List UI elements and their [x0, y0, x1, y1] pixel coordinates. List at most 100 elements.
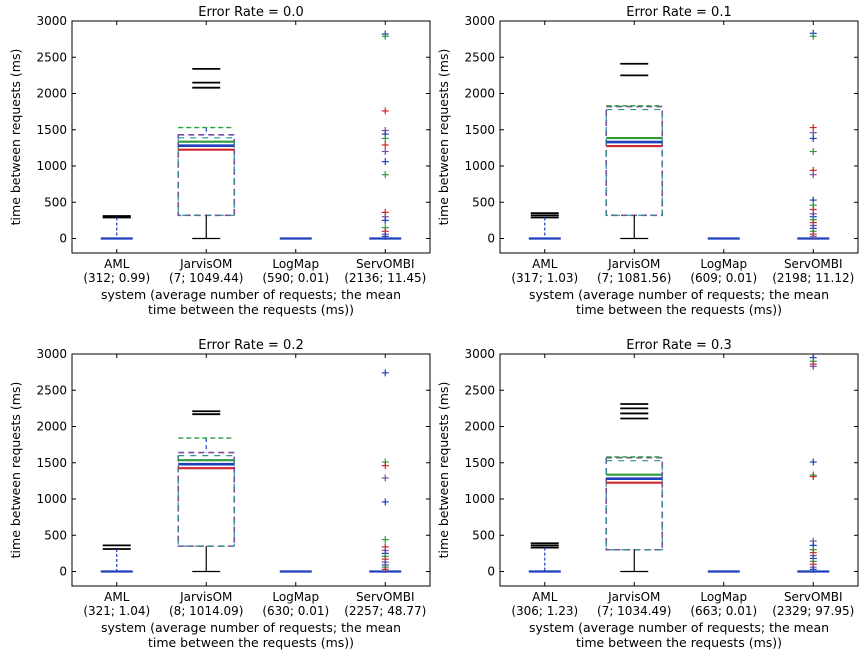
y-axis-label: time between requests (ms): [436, 382, 451, 559]
x-tick-stats: (2329; 97.95): [772, 604, 854, 618]
x-tick-stats: (7; 1034.49): [597, 604, 671, 618]
x-tick-label: ServOMBI: [784, 257, 843, 271]
box-jarvisom: [177, 410, 236, 573]
box-outline-alt: [605, 108, 663, 216]
x-axis-label: system (average number of requests; the …: [101, 287, 401, 302]
x-tick-stats: (2198; 11.12): [772, 271, 854, 285]
y-axis-label: time between requests (ms): [8, 49, 23, 226]
y-tick-label: 2000: [36, 420, 67, 434]
x-tick-label: AML: [104, 257, 130, 271]
y-axis-label: time between requests (ms): [8, 382, 23, 559]
box-servombi: [369, 369, 402, 573]
x-tick-stats: (2136; 11.45): [344, 271, 426, 285]
plot-frame: [71, 20, 431, 254]
x-axis-label: time between the requests (ms)): [576, 302, 782, 317]
y-tick-label: 1000: [464, 492, 495, 506]
y-tick-label: 0: [487, 565, 495, 579]
x-tick-stats: (306; 1.23): [511, 604, 578, 618]
x-tick-label: ServOMBI: [784, 590, 843, 604]
x-tick-stats: (7; 1081.56): [597, 271, 671, 285]
chart-panel-3: Error Rate = 0.3 0 500 1000 1500 2000 2500 3000…: [436, 338, 859, 650]
box-jarvisom: [605, 403, 664, 573]
box-outline: [177, 451, 236, 547]
x-tick-label: JarvisOM: [607, 590, 660, 604]
x-axis-label: system (average number of requests; the …: [101, 620, 401, 635]
x-tick-label: JarvisOM: [179, 257, 232, 271]
y-tick-label: 2000: [464, 87, 495, 101]
x-axis-label: time between the requests (ms)): [576, 635, 782, 650]
box-aml: [528, 542, 561, 573]
chart-title: Error Rate = 0.1: [626, 5, 731, 20]
y-tick-label: 3000: [36, 14, 67, 28]
y-tick-label: 1000: [464, 159, 495, 173]
x-tick-label: AML: [532, 257, 558, 271]
x-tick-stats: (8; 1014.09): [169, 604, 243, 618]
x-tick-label: LogMap: [272, 257, 319, 271]
chart-panel-0: Error Rate = 0.0 0 500 1000 1500 2000 2500 3000…: [8, 5, 431, 317]
box-jarvisom: [177, 67, 236, 240]
x-tick-stats: (630; 0.01): [262, 604, 329, 618]
y-tick-label: 2000: [36, 87, 67, 101]
y-tick-label: 500: [472, 195, 495, 209]
x-tick-label: LogMap: [700, 590, 747, 604]
box-aml: [528, 212, 561, 240]
y-tick-label: 0: [487, 232, 495, 246]
chart-panel-1: Error Rate = 0.1 0 500 1000 1500 2000 2500 3000…: [436, 5, 859, 317]
x-tick-label: JarvisOM: [607, 257, 660, 271]
x-tick-label: ServOMBI: [356, 257, 415, 271]
box-servombi: [797, 354, 830, 573]
x-tick-label: AML: [104, 590, 130, 604]
x-tick-label: ServOMBI: [356, 590, 415, 604]
x-tick-label: JarvisOM: [179, 590, 232, 604]
x-tick-label: AML: [532, 590, 558, 604]
x-tick-stats: (609; 0.01): [690, 271, 757, 285]
y-tick-label: 3000: [464, 347, 495, 361]
x-tick-stats: (2257; 48.77): [344, 604, 426, 618]
x-tick-stats: (7; 1049.44): [169, 271, 243, 285]
chart-title: Error Rate = 0.2: [198, 338, 303, 353]
y-tick-label: 1000: [36, 159, 67, 173]
x-tick-stats: (321; 1.04): [83, 604, 150, 618]
y-tick-label: 2500: [36, 383, 67, 397]
chart-title: Error Rate = 0.0: [198, 5, 303, 20]
plot-frame: [499, 353, 859, 587]
y-tick-label: 0: [59, 232, 67, 246]
y-axis-label: time between requests (ms): [436, 49, 451, 226]
y-tick-label: 500: [472, 528, 495, 542]
y-tick-label: 2500: [464, 383, 495, 397]
box-outline: [605, 456, 664, 551]
y-tick-label: 1000: [36, 492, 67, 506]
x-tick-stats: (663; 0.01): [690, 604, 757, 618]
chart-panel-2: Error Rate = 0.2 0 500 1000 1500 2000 2500 3000…: [8, 338, 431, 650]
y-tick-label: 3000: [464, 14, 495, 28]
x-tick-stats: (590; 0.01): [262, 271, 329, 285]
box-aml: [100, 544, 133, 573]
y-tick-label: 1500: [36, 456, 67, 470]
y-tick-label: 1500: [36, 123, 67, 137]
x-axis-label: system (average number of requests; the …: [529, 287, 829, 302]
y-tick-label: 500: [44, 195, 67, 209]
x-tick-stats: (317; 1.03): [511, 271, 578, 285]
y-tick-label: 2500: [36, 50, 67, 64]
x-axis-label: time between the requests (ms)): [148, 302, 354, 317]
box-servombi: [797, 29, 830, 240]
box-servombi: [369, 30, 402, 240]
y-tick-label: 1500: [464, 456, 495, 470]
y-tick-label: 3000: [36, 347, 67, 361]
plot-frame: [499, 20, 859, 254]
y-tick-label: 0: [59, 565, 67, 579]
box-outline: [605, 105, 664, 217]
y-tick-label: 2500: [464, 50, 495, 64]
x-tick-label: LogMap: [700, 257, 747, 271]
y-tick-label: 500: [44, 528, 67, 542]
box-aml: [100, 215, 133, 240]
box-jarvisom: [605, 62, 664, 240]
y-tick-label: 2000: [464, 420, 495, 434]
x-axis-label: system (average number of requests; the …: [529, 620, 829, 635]
x-tick-stats: (312; 0.99): [83, 271, 150, 285]
x-axis-label: time between the requests (ms)): [148, 635, 354, 650]
box-outline-alt: [177, 455, 235, 547]
y-tick-label: 1500: [464, 123, 495, 137]
chart-title: Error Rate = 0.3: [626, 338, 731, 353]
